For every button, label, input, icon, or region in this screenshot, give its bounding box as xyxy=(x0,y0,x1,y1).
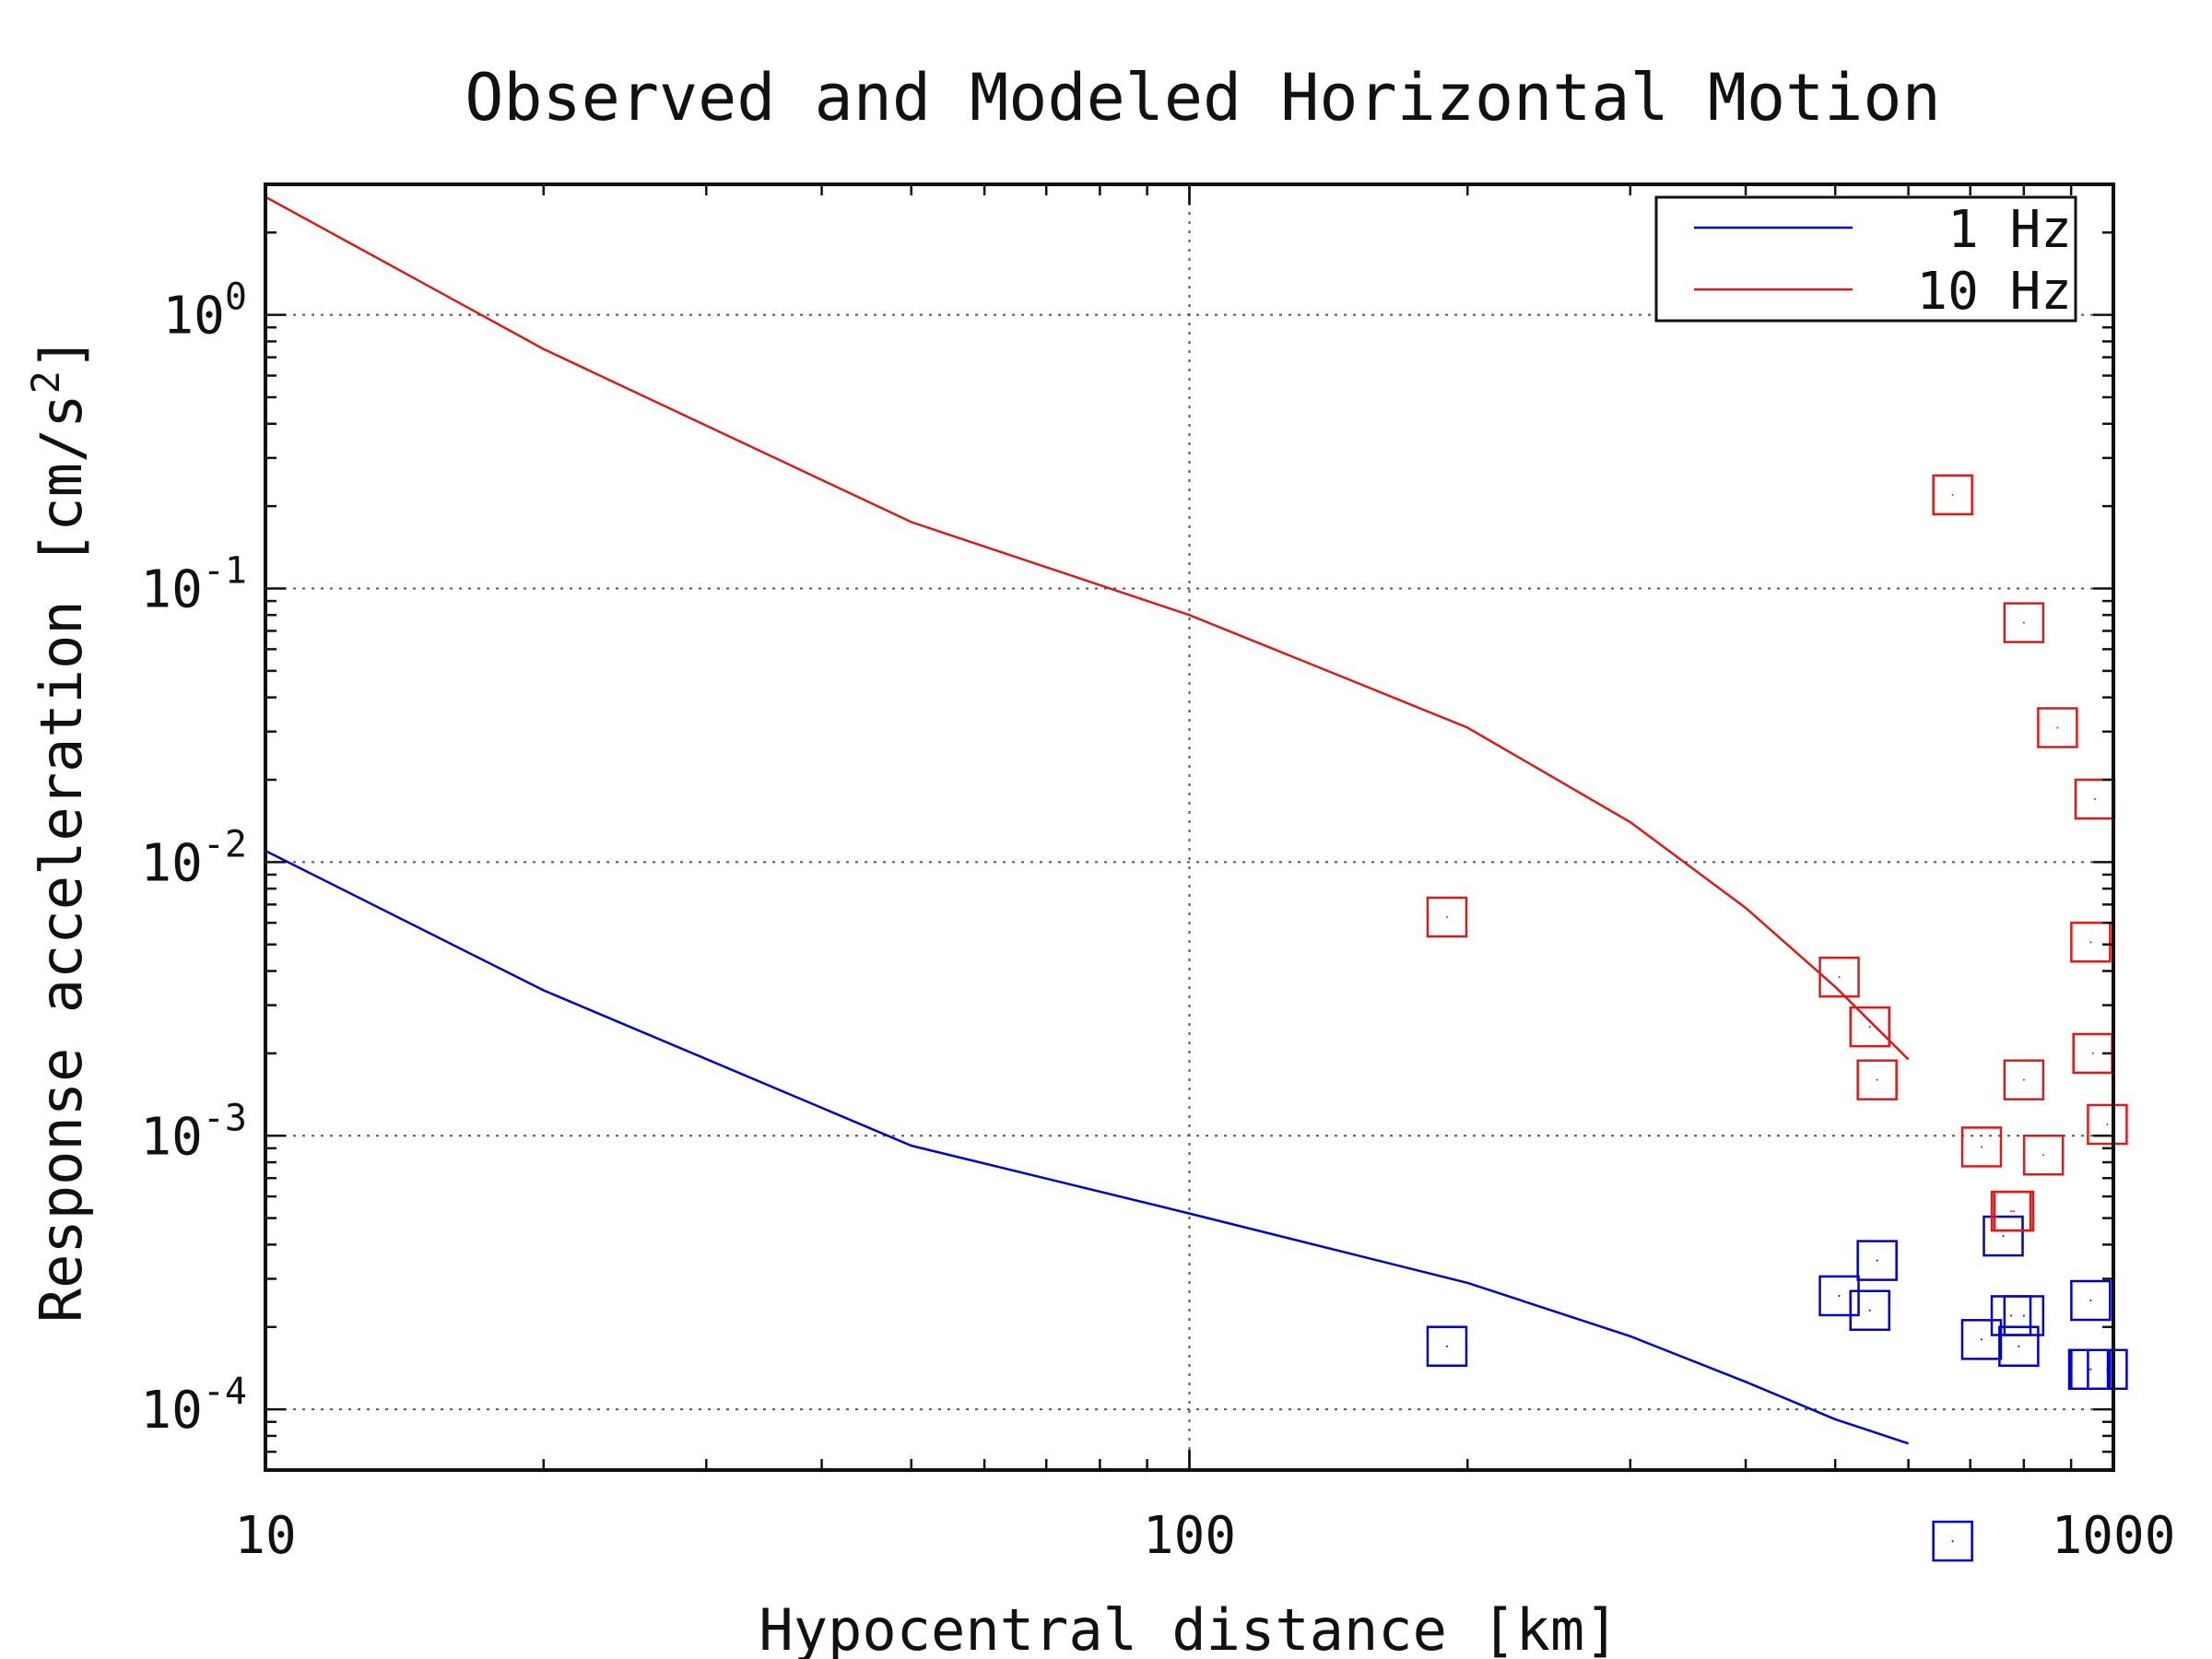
y-tick-label: 10-4 xyxy=(140,1371,247,1441)
observed-point-center xyxy=(1980,1146,1983,1148)
y-tick-labels: 100 10-1 10-2 10-3 10-4 xyxy=(140,276,247,1441)
observed-point-10hz xyxy=(1960,1126,2003,1168)
y-axis-label: Response acceleration [cm/s2] xyxy=(23,336,95,1323)
observed-point-center xyxy=(2056,726,2059,729)
observed-point-center xyxy=(2093,797,2096,800)
observed-point-center xyxy=(1868,1309,1871,1312)
observed-point-center xyxy=(2091,1052,2094,1054)
observed-point-center xyxy=(1876,1078,1878,1081)
legend-label-1hz: 1 Hz xyxy=(1947,200,2072,260)
observed-point-10hz xyxy=(2070,921,2112,963)
observed-point-center xyxy=(2002,1235,2005,1238)
observed-point-center xyxy=(2089,1300,2092,1302)
observed-point-1hz xyxy=(1983,1215,2024,1257)
observed-point-center xyxy=(1951,1540,1954,1543)
observed-point-center xyxy=(2106,1368,2109,1371)
observed-point-center xyxy=(2022,621,2025,624)
model-curve-1hz xyxy=(265,849,1909,1445)
observed-point-1hz xyxy=(2003,1295,2045,1336)
observed-point-1hz xyxy=(2087,1348,2128,1391)
chart-title: Observed and Modeled Horizontal Motion xyxy=(465,60,1940,135)
observed-point-center xyxy=(1445,1345,1448,1347)
observed-point-center xyxy=(2012,1210,2015,1213)
legend-label-10hz: 10 Hz xyxy=(1916,262,2072,322)
observed-point-1hz xyxy=(1856,1240,1898,1281)
y-tick-label: 100 xyxy=(162,276,247,347)
observed-point-center xyxy=(2089,1368,2092,1371)
legend: 1 Hz 10 Hz xyxy=(1654,195,2077,323)
observed-point-center xyxy=(2089,941,2092,944)
observed-point-center xyxy=(2022,1078,2025,1081)
x-tick-label: 10 xyxy=(234,1506,296,1566)
observed-point-10hz xyxy=(1856,1059,1898,1100)
y-axis-label-sup: 2 xyxy=(23,371,68,394)
y-axis-label-end: ] xyxy=(28,336,95,371)
observed-point-10hz xyxy=(2087,1103,2128,1146)
observed-points xyxy=(1426,474,2128,1562)
observed-point-1hz xyxy=(2070,1279,2112,1322)
observed-point-10hz xyxy=(1932,474,1973,516)
y-tick-label: 10-3 xyxy=(140,1097,247,1167)
observed-point-1hz xyxy=(1818,1275,1860,1317)
observed-point-10hz xyxy=(1849,1006,1890,1048)
observed-point-center xyxy=(1876,1259,1878,1262)
x-tick-label: 1000 xyxy=(2052,1506,2176,1566)
observed-point-center xyxy=(2042,1154,2045,1157)
observed-point-center xyxy=(2106,1123,2109,1125)
observed-point-center xyxy=(2010,1210,2013,1213)
model-curve-10hz xyxy=(265,195,1910,1061)
x-axis-label: Hypocentral distance [km] xyxy=(759,1596,1618,1659)
observed-point-center xyxy=(1838,976,1841,979)
x-tick-label: 100 xyxy=(1143,1506,1236,1566)
observed-point-10hz xyxy=(2037,707,2078,748)
legend-box xyxy=(1654,195,2077,323)
observed-point-10hz xyxy=(1426,896,1468,938)
observed-point-center xyxy=(1868,1026,1871,1029)
observed-point-center xyxy=(2018,1345,2020,1347)
observed-point-10hz xyxy=(1818,956,1860,998)
x-tick-labels: 10 100 1000 xyxy=(234,1506,2175,1566)
y-axis-label-text: Response acceleration [cm/s xyxy=(28,394,95,1323)
observed-point-center xyxy=(1445,915,1448,918)
observed-point-center xyxy=(2010,1314,2013,1317)
observed-point-1hz xyxy=(1932,1520,1973,1562)
observed-point-1hz xyxy=(1849,1289,1890,1332)
model-curves xyxy=(265,195,1910,1445)
y-tick-label: 10-1 xyxy=(140,550,247,620)
observed-point-10hz xyxy=(2003,602,2045,643)
observed-point-10hz xyxy=(1990,1190,2032,1232)
observed-point-1hz xyxy=(1998,1325,2040,1367)
observed-point-center xyxy=(1980,1338,1983,1341)
axis-ticks xyxy=(264,182,2115,1472)
observed-point-center xyxy=(1951,493,1954,496)
observed-point-10hz xyxy=(2022,1134,2065,1176)
observed-point-center xyxy=(1838,1294,1841,1297)
observed-point-center xyxy=(2022,1314,2025,1317)
observed-point-1hz xyxy=(1960,1319,2003,1360)
observed-point-10hz xyxy=(2003,1059,2045,1100)
y-tick-label: 10-2 xyxy=(140,823,247,893)
observed-point-1hz xyxy=(1426,1325,1468,1367)
